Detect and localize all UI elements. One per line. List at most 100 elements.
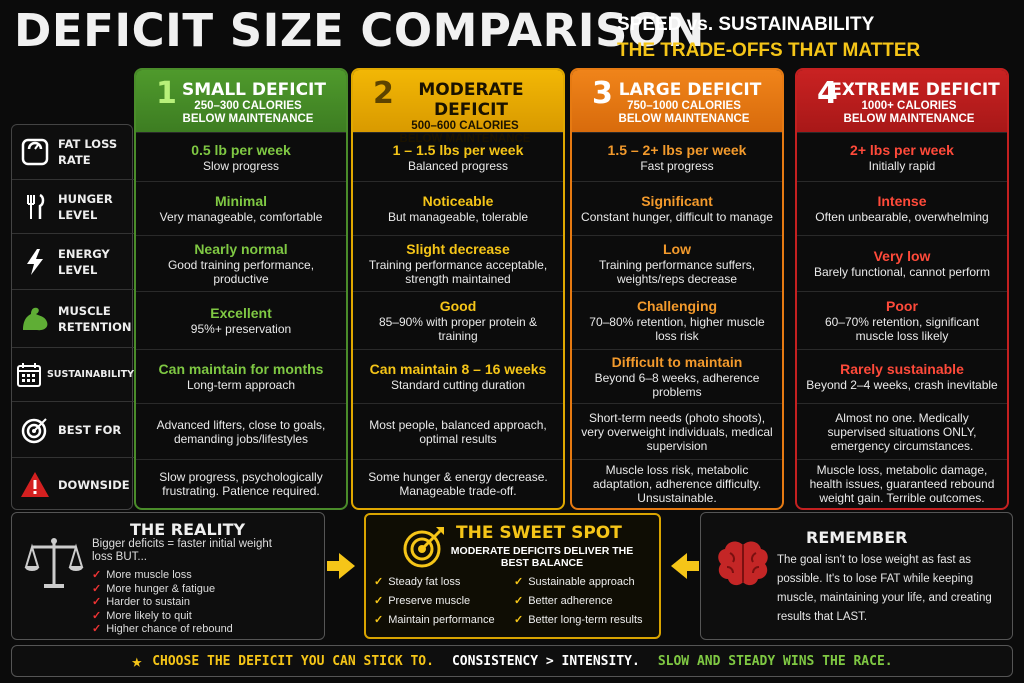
column-calories: 250–300 CALORIES [194,100,302,112]
row-label-downside: DOWNSIDE [12,458,134,511]
subtitle-line1: SPEED vs. SUSTAINABILITY [617,14,875,35]
column-header: 3 LARGE DEFICIT 750–1000 CALORIES BELOW … [572,70,782,132]
cell-muscle: Poor 60–70% retention, significant muscle… [797,291,1007,349]
cell-sustainability: Difficult to maintain Beyond 6–8 weeks, a… [572,349,782,403]
column-number: 4 [817,76,838,111]
row-label-text: HUNGER LEVEL [58,191,113,222]
column-number: 3 [592,76,613,111]
row-label-sustainability: SUSTAINABILITY [12,348,134,402]
cell-muscle: Good 85–90% with proper protein & trainin… [353,291,563,349]
column-large-deficit: 3 LARGE DEFICIT 750–1000 CALORIES BELOW … [570,68,784,510]
cell-best-for: Almost no one. Medically supervised situ… [797,403,1007,459]
list-item: ✓ More muscle loss [92,569,192,581]
page-subtitle: SPEED vs. SUSTAINABILITY THE TRADE-OFFS … [617,12,920,64]
x-icon: ✓ [92,623,102,635]
column-calories: 500–600 CALORIES [411,120,519,132]
column-below: BELOW MAINTENANCE [399,133,531,145]
warning-icon [12,470,58,500]
cell-hunger: Minimal Very manageable, comfortable [136,181,346,235]
scale-icon [12,137,58,167]
arrow-right-icon [327,553,355,579]
column-calories: 750–1000 CALORIES [627,100,741,112]
cell-sustainability: Can maintain 8 – 16 weeks Standard cuttin… [353,349,563,403]
check-icon: ✓ [514,614,524,626]
list-item: ✓ Preserve muscle [374,595,471,607]
footer-part3: SLOW AND STEADY WINS THE RACE. [657,653,893,669]
balance-scale-icon [24,535,84,596]
row-label-energy: ENERGY LEVEL [12,234,134,290]
cell-energy: Low Training performance suffers, weights… [572,235,782,291]
row-label-fat-loss: FAT LOSS RATE [12,125,134,180]
column-below: BELOW MAINTENANCE [843,113,975,125]
cell-best-for: Advanced lifters, close to goals, demand… [136,403,346,459]
cell-fat-loss: 1 – 1.5 lbs per week Balanced progress [353,132,563,181]
x-icon: ✓ [92,609,102,622]
list-item: ✓ Sustainable approach [514,576,635,588]
column-header: 2 MODERATE DEFICIT 500–600 CALORIES BELO… [353,70,563,145]
cell-downside: Muscle loss, metabolic damage, health is… [797,459,1007,508]
column-moderate-deficit: 2 MODERATE DEFICIT 500–600 CALORIES BELO… [351,68,565,510]
sweet-spot-subtitle: MODERATE DEFICITS DELIVER THE BEST BALAN… [450,545,634,569]
row-labels: FAT LOSS RATE HUNGER LEVEL ENERGY LEVEL MUS… [11,124,134,511]
flexed-arm-icon [12,304,58,334]
footer-banner: ★ CHOOSE THE DEFICIT YOU CAN STICK TO. C… [11,645,1013,677]
check-icon: ✓ [374,576,384,588]
calendar-icon [12,360,47,390]
list-item: ✓ Higher chance of rebound [92,623,233,635]
reality-intro: Bigger deficits = faster initial weight … [92,538,272,563]
sweet-spot-list: ✓ Steady fat loss ✓ Sustainable approach ✓… [374,575,654,627]
column-header: 1 SMALL DEFICIT 250–300 CALORIES BELOW M… [136,70,346,132]
cell-muscle: Excellent 95%+ preservation [136,291,346,349]
row-label-text: ENERGY LEVEL [58,246,110,277]
cell-sustainability: Rarely sustainable Beyond 2–4 weeks, cras… [797,349,1007,403]
sweet-spot-panel: THE SWEET SPOT MODERATE DEFICITS DELIVER… [364,513,661,639]
list-item: ✓ More hunger & fatigue [92,582,216,595]
column-number: 2 [373,76,394,111]
list-item: ✓ Better long-term results [514,614,643,626]
check-icon: ✓ [374,595,384,607]
column-small-deficit: 1 SMALL DEFICIT 250–300 CALORIES BELOW M… [134,68,348,510]
list-item: ✓ Maintain performance [374,614,495,626]
list-item: ✓ Better adherence [514,595,613,607]
column-name: SMALL DEFICIT [182,80,326,100]
row-label-text: BEST FOR [58,422,122,437]
column-header: 4 EXTREME DEFICIT 1000+ CALORIES BELOW M… [797,70,1007,132]
cell-downside: Some hunger & energy decrease. Manageabl… [353,459,563,508]
cell-muscle: Challenging 70–80% retention, higher musc… [572,291,782,349]
cell-energy: Nearly normal Good training performance, … [136,235,346,291]
list-item: ✓ More likely to quit [92,609,192,622]
sweet-spot-title: THE SWEET SPOT [456,523,622,543]
arrow-left-icon [671,553,699,579]
reality-list: ✓ More muscle loss ✓ More hunger & fatigue… [92,569,233,637]
row-label-hunger: HUNGER LEVEL [12,180,134,234]
cell-hunger: Intense Often unbearable, overwhelming [797,181,1007,235]
column-calories: 1000+ CALORIES [861,100,957,112]
footer-part1: CHOOSE THE DEFICIT YOU CAN STICK TO. [152,653,434,669]
cell-downside: Muscle loss risk, metabolic adaptation, … [572,459,782,508]
list-item: ✓ Steady fat loss [374,576,461,588]
remember-text: The goal isn't to lose weight as fast as… [777,554,992,623]
row-label-text: DOWNSIDE [58,477,130,492]
star-icon: ★ [131,650,143,672]
check-icon: ✓ [514,595,524,607]
cell-downside: Slow progress, psychologically frustrati… [136,459,346,508]
check-icon: ✓ [374,614,384,626]
x-icon: ✓ [92,582,102,595]
column-below: BELOW MAINTENANCE [618,113,750,125]
brain-icon [715,539,771,594]
list-item: ✓ Harder to sustain [92,596,190,608]
reality-title: THE REALITY [130,520,246,539]
footer-part2: CONSISTENCY > INTENSITY. [451,653,640,669]
subtitle-line2: THE TRADE-OFFS THAT MATTER [617,40,921,61]
cell-fat-loss: 1.5 – 2+ lbs per week Fast progress [572,132,782,181]
column-number: 1 [156,76,177,111]
column-name: EXTREME DEFICIT [830,80,1000,100]
target-icon [12,415,58,445]
cell-sustainability: Can maintain for months Long-term approac… [136,349,346,403]
remember-title: REMEMBER [806,528,908,547]
target-arrow-icon [402,525,446,574]
reality-panel: THE REALITY Bigger deficits = faster ini… [11,512,325,640]
fork-knife-icon [12,192,58,222]
x-icon: ✓ [92,596,102,608]
column-name: MODERATE DEFICIT [418,80,524,120]
